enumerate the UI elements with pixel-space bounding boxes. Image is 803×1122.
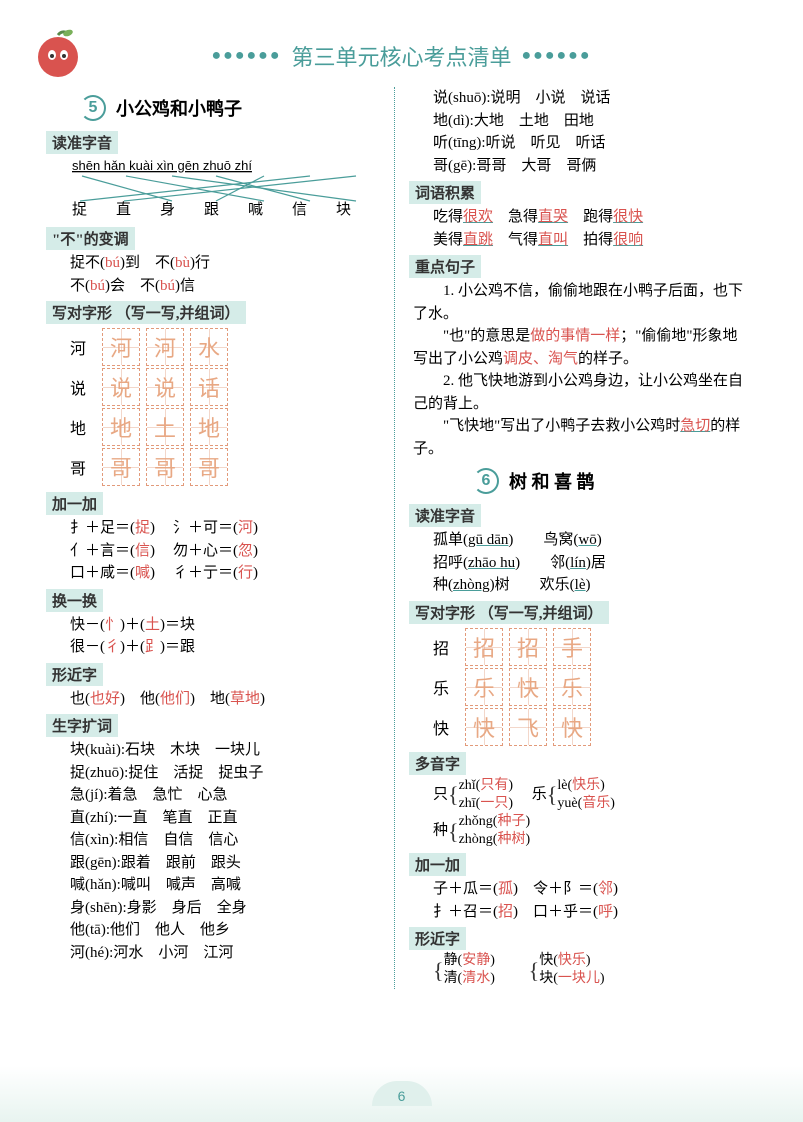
jia-row: 亻＋言＝(信)勿＋心＝(忽) bbox=[50, 540, 382, 563]
char-row: 地地土地 bbox=[70, 408, 382, 446]
sec-jia-6: 加一加 bbox=[409, 853, 466, 876]
jia-list-5: 扌＋足＝(捉)氵＋可＝(河)亻＋言＝(信)勿＋心＝(忽)口＋咸＝(喊)彳＋亍＝(… bbox=[50, 517, 382, 585]
sec-jia-5: 加一加 bbox=[46, 492, 103, 515]
char-row: 乐乐快乐 bbox=[433, 668, 750, 706]
sec-xieduo-6: 写对字形 （写一写,并组词） bbox=[409, 601, 609, 624]
lesson-6-title: 树 和 喜 鹊 bbox=[509, 468, 595, 494]
svg-text:shēn hǎn kuài xìn gēn zhu: shēn hǎn kuài xìn gēn zhuō zhí bbox=[72, 158, 252, 173]
kuo-item: 直(zhí):一直 笔直 正直 bbox=[50, 807, 382, 830]
sec-duo: 多音字 bbox=[409, 752, 466, 775]
kuo-item: 河(hé):河水 小河 江河 bbox=[50, 942, 382, 965]
cy-1: 吃得很欢 急得直哭 跑得很快 bbox=[413, 206, 750, 229]
sec-pinyin-6: 读准字音 bbox=[409, 504, 481, 527]
cy-2: 美得直跳 气得直叫 拍得很响 bbox=[413, 229, 750, 252]
sec-xing-6: 形近字 bbox=[409, 927, 466, 950]
sec-huan: 换一换 bbox=[46, 589, 103, 612]
xing-5: 也(也好) 他(他们) 地(草地) bbox=[50, 688, 382, 711]
sec-biandiao: "不"的变调 bbox=[46, 227, 135, 250]
xing6: {静(安静)清(清水) {快(快乐)块(一块儿) bbox=[413, 952, 750, 988]
page-title: 第三单元核心考点清单 bbox=[291, 40, 511, 72]
lesson-5-num: 5 bbox=[80, 95, 106, 121]
dots-right: ●●●●●● bbox=[522, 47, 592, 65]
p6-1: 孤单(gū dān) 鸟窝(wō) bbox=[413, 529, 750, 552]
lesson-6-head: 6 树 和 喜 鹊 bbox=[473, 468, 750, 494]
pinyin-matching: shēn hǎn kuài xìn gēn zhuō zhí 捉直身跟喊信块 bbox=[64, 156, 384, 218]
kuo-item: 说(shuō):说明 小说 说话 bbox=[413, 87, 750, 110]
char-grid-5: 河河河水说说说话地地土地哥哥哥哥 bbox=[50, 328, 382, 486]
lesson-6-num: 6 bbox=[473, 468, 499, 494]
z2: "也"的意思是做的事情一样；"偷偷地"形象地写出了小公鸡调皮、淘气的样子。 bbox=[413, 325, 750, 370]
huan-1: 快－(忄)＋(土)＝块 bbox=[50, 614, 382, 637]
duo-12: 只{zhǐ(只有)zhī(一只) 乐{lè(快乐)yuè(音乐) bbox=[413, 777, 750, 813]
char-row: 哥哥哥哥 bbox=[70, 448, 382, 486]
header: ●●●●●● 第三单元核心考点清单 ●●●●●● bbox=[0, 0, 803, 72]
sec-xing-5: 形近字 bbox=[46, 663, 103, 686]
svg-text:捉直身跟喊信块: 捉直身跟喊信块 bbox=[72, 201, 380, 218]
jia-row: 口＋咸＝(喊)彳＋亍＝(行) bbox=[50, 562, 382, 585]
page: ●●●●●● 第三单元核心考点清单 ●●●●●● 5 小公鸡和小鸭子 读准字音 … bbox=[0, 0, 803, 1122]
jia6-1: 子＋瓜＝(孤) 令＋阝＝(邻) bbox=[413, 878, 750, 901]
kuo-item: 信(xìn):相信 自信 信心 bbox=[50, 829, 382, 852]
kuo-list-cont: 说(shuō):说明 小说 说话地(dì):大地 土地 田地听(tīng):听说… bbox=[413, 87, 750, 177]
sec-zhong: 重点句子 bbox=[409, 255, 481, 278]
huan-2: 很－(彳)＋(𧾷)＝跟 bbox=[50, 636, 382, 659]
kuo-item: 块(kuài):石块 木块 一块儿 bbox=[50, 739, 382, 762]
column-left: 5 小公鸡和小鸭子 读准字音 shēn hǎn kuài xìn gēn zhu… bbox=[50, 87, 395, 989]
char-grid-6: 招招招手乐乐快乐快快飞快 bbox=[413, 628, 750, 746]
kuo-item: 地(dì):大地 土地 田地 bbox=[413, 110, 750, 133]
lesson-5-title: 小公鸡和小鸭子 bbox=[116, 95, 242, 121]
kuo-item: 跟(gēn):跟着 跟前 跟头 bbox=[50, 852, 382, 875]
sec-pinyin-5: 读准字音 bbox=[46, 131, 118, 154]
p6-3: 种(zhòng)树 欢乐(lè) bbox=[413, 574, 750, 597]
char-row: 河河河水 bbox=[70, 328, 382, 366]
kuo-item: 急(jí):着急 急忙 心急 bbox=[50, 784, 382, 807]
char-row: 招招招手 bbox=[433, 628, 750, 666]
dots-left: ●●●●●● bbox=[212, 47, 282, 65]
bd-1: 捉不(bú)到 不(bù)行 bbox=[50, 252, 382, 275]
kuo-item: 他(tā):他们 他人 他乡 bbox=[50, 919, 382, 942]
z1: 1. 小公鸡不信，偷偷地跟在小鸭子后面，也下了水。 bbox=[413, 280, 750, 325]
duo-3: 种{zhǒng(种子)zhòng(种树) bbox=[413, 813, 750, 849]
kuo-item: 捉(zhuō):捉住 活捉 捉虫子 bbox=[50, 762, 382, 785]
lesson-5-head: 5 小公鸡和小鸭子 bbox=[80, 95, 382, 121]
sec-ciyu: 词语积累 bbox=[409, 181, 481, 204]
char-row: 说说说话 bbox=[70, 368, 382, 406]
z4: "飞快地"写出了小鸭子去救小公鸡时急切的样子。 bbox=[413, 415, 750, 460]
z3: 2. 他飞快地游到小公鸡身边，让小公鸡坐在自己的背上。 bbox=[413, 370, 750, 415]
bd-2: 不(bú)会 不(bú)信 bbox=[50, 275, 382, 298]
char-row: 快快飞快 bbox=[433, 708, 750, 746]
jia6-2: 扌＋召＝(招) 口＋乎＝(呼) bbox=[413, 901, 750, 924]
sec-xieduo-5: 写对字形 （写一写,并组词） bbox=[46, 301, 246, 324]
kuo-item: 喊(hǎn):喊叫 喊声 高喊 bbox=[50, 874, 382, 897]
kuo-item: 听(tīng):听说 听见 听话 bbox=[413, 132, 750, 155]
kuo-list-5: 块(kuài):石块 木块 一块儿捉(zhuō):捉住 活捉 捉虫子急(jí):… bbox=[50, 739, 382, 964]
jia-row: 扌＋足＝(捉)氵＋可＝(河) bbox=[50, 517, 382, 540]
sec-kuo-5: 生字扩词 bbox=[46, 714, 118, 737]
page-number: 6 bbox=[372, 1081, 432, 1104]
column-right: 说(shuō):说明 小说 说话地(dì):大地 土地 田地听(tīng):听说… bbox=[395, 87, 750, 989]
content: 5 小公鸡和小鸭子 读准字音 shēn hǎn kuài xìn gēn zhu… bbox=[0, 72, 803, 989]
kuo-item: 哥(gē):哥哥 大哥 哥俩 bbox=[413, 155, 750, 178]
kuo-item: 身(shēn):身影 身后 全身 bbox=[50, 897, 382, 920]
p6-2: 招呼(zhāo hu) 邻(lín)居 bbox=[413, 552, 750, 575]
apple-icon bbox=[30, 25, 85, 80]
